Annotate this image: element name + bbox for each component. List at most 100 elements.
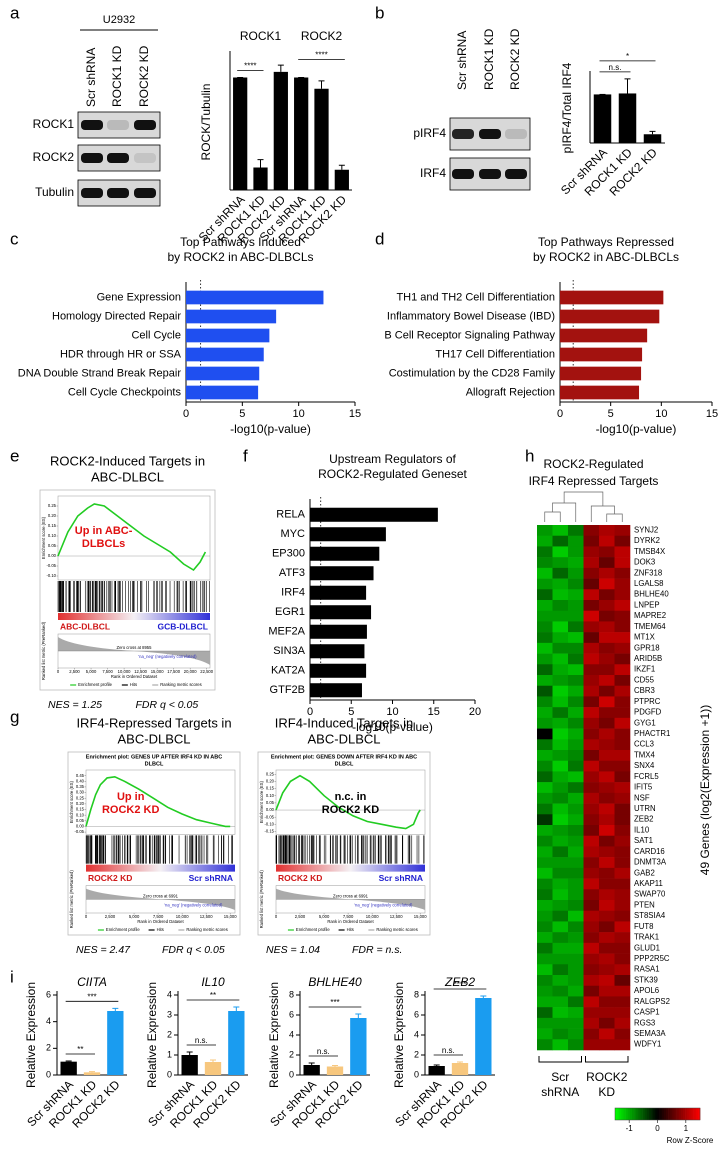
heatmap-cell bbox=[583, 792, 600, 804]
gene-label: TMSB4X bbox=[634, 547, 666, 556]
gene-label: DNMT3A bbox=[634, 858, 667, 867]
heatmap-cell bbox=[552, 782, 569, 794]
heatmap-cell bbox=[583, 867, 600, 879]
heatmap-cell bbox=[537, 1007, 553, 1019]
heatmap-cell bbox=[552, 707, 569, 719]
x-axis-label: -log10(p-value) bbox=[230, 422, 311, 436]
heatmap-cell bbox=[568, 825, 584, 837]
heatmap-cell bbox=[583, 985, 600, 997]
x-tick-label: 22,500 bbox=[200, 669, 213, 674]
bar bbox=[314, 88, 329, 190]
heatmap-cell bbox=[537, 685, 553, 697]
heatmap-cell bbox=[599, 964, 615, 976]
heatmap-cell bbox=[583, 707, 600, 719]
heatmap-cell bbox=[614, 642, 631, 654]
heatmap-cell bbox=[614, 535, 631, 547]
panel-label: h bbox=[525, 446, 534, 465]
heatmap-cell bbox=[614, 1007, 631, 1019]
group-label: KD bbox=[598, 1085, 615, 1099]
y-tick-label: Cell Cycle Checkpoints bbox=[68, 386, 182, 398]
bar bbox=[310, 527, 386, 542]
x-tick-label: 12,500 bbox=[390, 914, 403, 919]
heatmap-cell bbox=[537, 567, 553, 579]
es-tick-label: 0.05 bbox=[266, 800, 275, 805]
heatmap-cell bbox=[583, 921, 600, 933]
ranked-axis-label: Ranked list metric (PreRanked) bbox=[69, 870, 74, 929]
bar bbox=[181, 1055, 198, 1075]
heatmap-cell bbox=[537, 728, 553, 740]
group-label: Scr bbox=[551, 1070, 569, 1084]
colorbar-swatch bbox=[642, 1108, 646, 1120]
heatmap-cell bbox=[599, 567, 615, 579]
heatmap-cell bbox=[599, 525, 615, 537]
heatmap-cell bbox=[583, 525, 600, 537]
blot-row-label: IRF4 bbox=[420, 166, 446, 180]
heatmap-cell bbox=[599, 728, 615, 740]
gene-label: LGALS8 bbox=[634, 579, 663, 588]
legend-label: Enrichment profile bbox=[296, 927, 330, 932]
heatmap-cell bbox=[568, 546, 584, 558]
x-tick-label: 0 bbox=[57, 669, 60, 674]
chart-title: Top Pathways Repressed bbox=[538, 235, 674, 249]
heatmap-cell bbox=[599, 675, 615, 687]
y-tick-label: MEF2A bbox=[268, 626, 305, 638]
heatmap-cell bbox=[568, 578, 584, 590]
heatmap-cell bbox=[583, 567, 600, 579]
blot-band bbox=[134, 120, 156, 130]
heatmap-cell bbox=[568, 760, 584, 772]
gene-label: PDGFD bbox=[634, 708, 662, 717]
heatmap-cell bbox=[568, 535, 584, 547]
heatmap-cell bbox=[599, 760, 615, 772]
y-tick-label: Gene Expression bbox=[97, 291, 181, 303]
heatmap-cell bbox=[599, 803, 615, 815]
x-axis-label: Rank in Ordered Dataset bbox=[327, 919, 374, 924]
heatmap-cell bbox=[568, 610, 584, 622]
bar bbox=[310, 683, 362, 698]
heatmap-cell bbox=[614, 750, 631, 762]
y-tick-label: EGR1 bbox=[275, 606, 305, 618]
y-tick-label: Inflammatory Bowel Disease (IBD) bbox=[387, 310, 555, 322]
stat-label: FDR = n.s. bbox=[352, 944, 402, 956]
y-tick-label: 0 bbox=[46, 1069, 51, 1079]
bar bbox=[83, 1072, 101, 1075]
heatmap-cell bbox=[552, 964, 569, 976]
es-tick-label: -0.05 bbox=[264, 814, 274, 819]
neg-label: 'na_neg' (negatively correlated) bbox=[354, 902, 413, 907]
heatmap-cell bbox=[614, 900, 631, 912]
heatmap-cell bbox=[537, 814, 553, 826]
plot-title: Enrichment plot: GENES UP AFTER IRF4 KD … bbox=[86, 754, 222, 760]
heatmap-cell bbox=[599, 867, 615, 879]
heatmap-cell bbox=[552, 589, 569, 601]
heatmap-cell bbox=[537, 535, 553, 547]
gene-label: SWAP70 bbox=[634, 890, 666, 899]
es-tick-label: 0.35 bbox=[76, 784, 85, 789]
enrichment-label: Up in bbox=[117, 791, 145, 803]
significance-label: **** bbox=[315, 51, 327, 60]
heatmap-cell bbox=[599, 1028, 615, 1040]
x-tick-label: 7,500 bbox=[153, 914, 164, 919]
heatmap-cell bbox=[552, 900, 569, 912]
es-tick-label: 0.45 bbox=[76, 773, 85, 778]
heatmap-cell bbox=[583, 739, 600, 751]
legend-label: Ranking metric scores bbox=[376, 927, 417, 932]
y-tick-label: 0 bbox=[414, 1069, 419, 1079]
chart-title: ROCK2-Regulated Geneset bbox=[318, 467, 467, 481]
es-tick-label: 0.25 bbox=[48, 503, 57, 508]
heatmap-cell bbox=[583, 953, 600, 965]
heatmap-cell bbox=[583, 835, 600, 847]
heatmap-cell bbox=[568, 792, 584, 804]
heatmap-cell bbox=[583, 900, 600, 912]
bar bbox=[303, 1065, 320, 1075]
bar bbox=[560, 385, 640, 400]
chart-title: ROCK2-Induced Targets in bbox=[50, 453, 205, 468]
heatmap-cell bbox=[583, 964, 600, 976]
heatmap-cell bbox=[537, 792, 553, 804]
heatmap-cell bbox=[568, 857, 584, 869]
y-tick-label: B Cell Receptor Signaling Pathway bbox=[384, 329, 555, 341]
heatmap-cell bbox=[552, 546, 569, 558]
heatmap-cell bbox=[568, 953, 584, 965]
bar bbox=[310, 663, 367, 678]
heatmap-cell bbox=[614, 610, 631, 622]
chart-title: IRF4-Induced Targets in bbox=[275, 715, 414, 730]
bar bbox=[186, 290, 324, 305]
